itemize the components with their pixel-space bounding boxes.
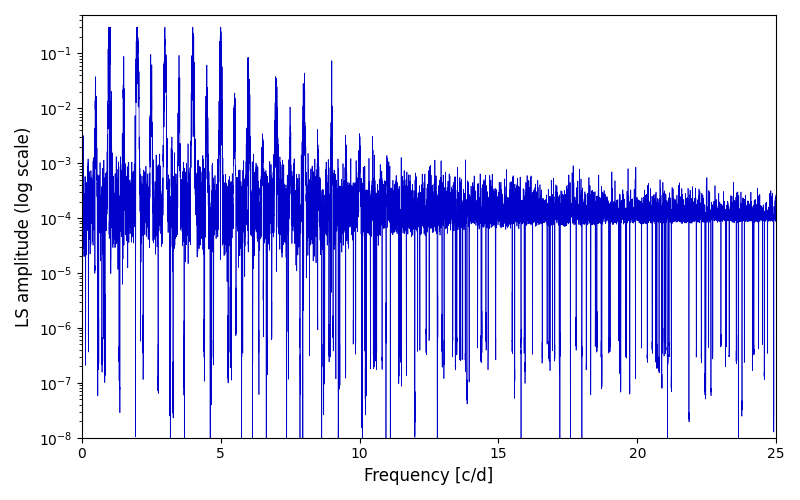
Y-axis label: LS amplitude (log scale): LS amplitude (log scale): [15, 126, 33, 326]
X-axis label: Frequency [c/d]: Frequency [c/d]: [364, 467, 494, 485]
